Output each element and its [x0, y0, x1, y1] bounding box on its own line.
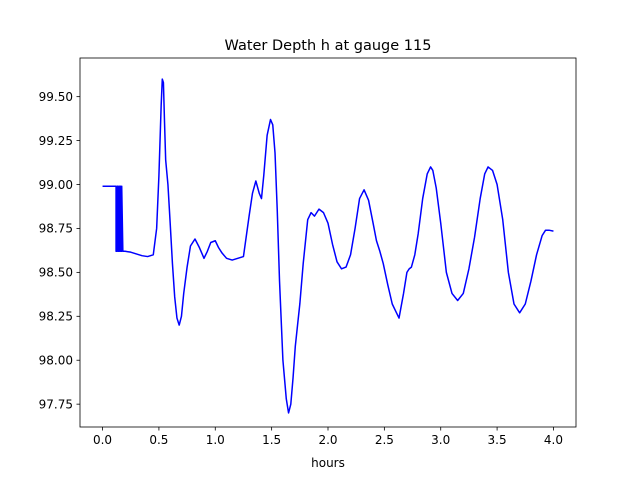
x-axis: 0.0 0.5 1.0 1.5 2.0 2.5 3.0 3.5 4.0 [93, 427, 563, 447]
x-tick-label: 3.5 [488, 433, 507, 447]
y-tick-label: 98.50 [39, 266, 73, 280]
y-tick-label: 98.75 [39, 222, 73, 236]
x-axis-label: hours [311, 456, 345, 470]
x-tick-label: 0.0 [93, 433, 112, 447]
y-tick-label: 98.25 [39, 310, 73, 324]
chart-title: Water Depth h at gauge 115 [225, 38, 432, 54]
series-line [102, 78, 554, 414]
x-tick-label: 4.0 [544, 433, 563, 447]
x-tick-label: 1.5 [262, 433, 281, 447]
y-tick-label: 99.50 [39, 90, 73, 104]
x-tick-label: 3.0 [431, 433, 450, 447]
x-tick-label: 1.0 [206, 433, 225, 447]
y-tick-label: 99.00 [39, 178, 73, 192]
y-tick-label: 99.25 [39, 134, 73, 148]
x-tick-label: 0.5 [149, 433, 168, 447]
x-tick-label: 2.5 [375, 433, 394, 447]
y-axis: 97.75 98.00 98.25 98.50 98.75 99.00 99.25 99.50 [39, 90, 80, 411]
y-tick-label: 97.75 [39, 397, 73, 411]
x-tick-label: 2.0 [318, 433, 337, 447]
y-tick-label: 98.00 [39, 354, 73, 368]
